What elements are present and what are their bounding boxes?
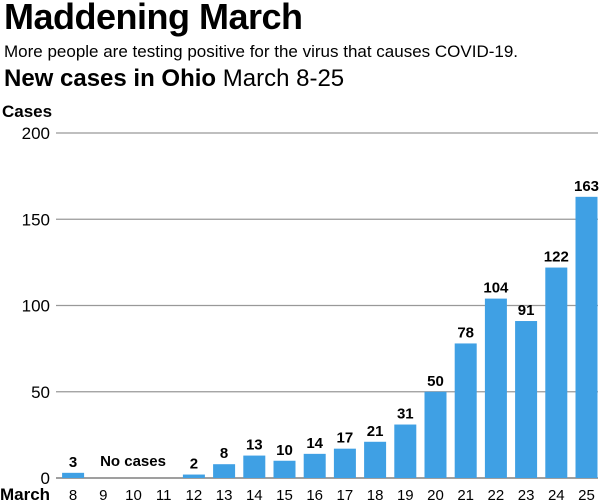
- x-tick-label: 21: [457, 487, 474, 502]
- chart-title: Maddening March: [4, 0, 303, 37]
- data-label: 21: [367, 423, 384, 440]
- data-label: 8: [220, 445, 228, 462]
- x-tick-label: 19: [397, 487, 414, 502]
- x-tick-label: 20: [427, 487, 444, 502]
- x-tick-label: 24: [548, 487, 565, 502]
- bars: [62, 196, 598, 478]
- data-labels: 3 2 8 13 10 14 17 21 31 50 78 104 91 122 163: [69, 178, 599, 473]
- data-label: 163: [574, 178, 599, 195]
- x-tick-label: 14: [246, 487, 263, 502]
- bar: [333, 448, 356, 478]
- no-cases-annotation: No cases: [100, 453, 166, 470]
- bar: [182, 474, 205, 478]
- bar: [62, 472, 85, 478]
- gridlines: [56, 132, 598, 479]
- x-tick-label: 10: [125, 487, 142, 502]
- x-tick-label: 11: [156, 487, 172, 502]
- data-label: 122: [544, 249, 569, 266]
- data-label: 91: [518, 302, 535, 319]
- data-label: 31: [397, 406, 414, 423]
- bar: [545, 267, 568, 478]
- bar: [243, 455, 266, 478]
- data-label: 50: [427, 373, 444, 390]
- bar: [484, 298, 507, 478]
- y-tick-label: 100: [22, 297, 50, 316]
- y-tick-label: 150: [22, 210, 50, 229]
- x-tick-label: 13: [216, 487, 233, 502]
- y-tick-label: 50: [31, 383, 50, 402]
- x-tick-label: 12: [186, 487, 203, 502]
- x-axis-ticks: 8 9 10 11 12 13 14 15 16 17 18 19 20 21 22 23 24 25: [69, 487, 595, 502]
- x-tick-label: 25: [578, 487, 595, 502]
- data-label: 3: [69, 454, 77, 471]
- bar: [303, 453, 326, 478]
- x-tick-label: 8: [69, 487, 77, 502]
- x-tick-label: 22: [488, 487, 505, 502]
- x-axis-label: March: [0, 485, 50, 502]
- data-label: 2: [190, 456, 198, 473]
- data-label: 14: [306, 435, 323, 452]
- data-label: 13: [246, 437, 263, 454]
- data-label: 10: [276, 442, 293, 459]
- bar: [424, 391, 447, 478]
- x-tick-label: 9: [99, 487, 107, 502]
- bar: [515, 321, 538, 478]
- bar: [364, 441, 387, 478]
- chart-heading: New cases in Ohio March 8-25: [4, 65, 344, 93]
- bar: [575, 196, 598, 478]
- bar: [213, 464, 236, 478]
- chart-heading-rest: March 8-25: [222, 65, 345, 92]
- data-label: 17: [337, 430, 354, 447]
- y-tick-label: 0: [41, 469, 50, 488]
- chart-heading-bold: New cases in Ohio: [4, 65, 217, 92]
- data-label: 104: [483, 280, 509, 297]
- x-tick-label: 23: [518, 487, 535, 502]
- bar: [454, 343, 477, 478]
- y-axis-label: Cases: [2, 102, 52, 121]
- y-axis-ticks: 0 50 100 150 200: [22, 124, 50, 488]
- x-tick-label: 18: [367, 487, 384, 502]
- data-label: 78: [457, 324, 474, 341]
- bar: [394, 424, 417, 478]
- x-tick-label: 15: [276, 487, 293, 502]
- y-tick-label: 200: [22, 124, 50, 143]
- chart-subtitle: More people are testing positive for the…: [4, 42, 519, 61]
- bar: [273, 460, 296, 478]
- x-tick-label: 17: [337, 487, 354, 502]
- x-tick-label: 16: [306, 487, 323, 502]
